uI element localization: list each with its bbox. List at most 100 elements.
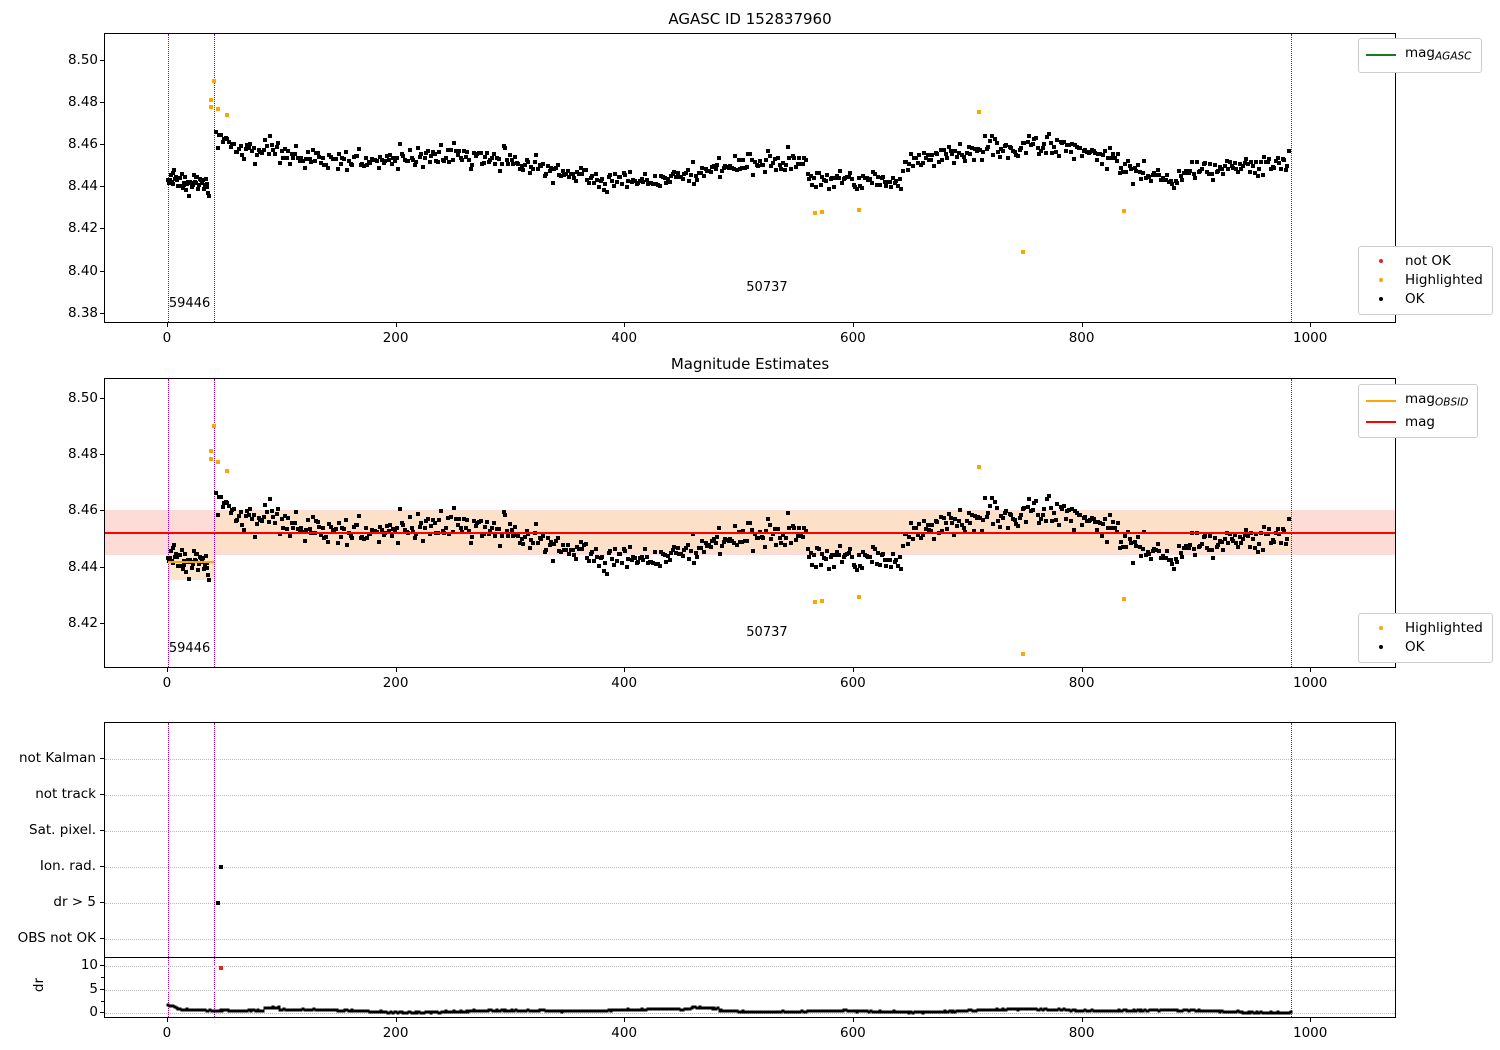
data-point [711,164,716,169]
dr-point [268,1006,272,1010]
data-point [276,141,281,146]
data-point [953,149,958,154]
data-point [644,555,649,560]
data-point [1203,533,1208,538]
dr-point [997,1008,1001,1012]
data-point [1219,166,1224,171]
dr-point [1067,1008,1071,1012]
data-point [227,504,232,509]
data-point [774,542,779,547]
data-point [379,157,384,162]
data-point [669,174,674,179]
data-point [914,526,918,531]
data-point [590,550,595,555]
dr-point [595,1009,599,1013]
data-point [521,542,526,546]
dr-point [496,1009,500,1013]
data-point-highlighted [225,112,230,117]
data-point [817,546,821,551]
flag-gridline [105,795,1395,796]
data-point [542,549,547,554]
data-point [692,181,697,186]
dr-point [280,1008,284,1012]
dr-point [681,1008,685,1012]
legend-entry-mag-agasc: magAGASC [1366,44,1472,67]
data-point [749,528,754,533]
data-point [577,171,582,176]
data-point [966,145,971,149]
dr-point [934,1010,938,1014]
data-point [833,175,838,180]
data-point [287,534,292,539]
data-point [792,526,797,531]
data-point [1043,150,1048,155]
dr-point [495,1008,498,1012]
data-point [450,158,455,163]
dr-point [828,1009,832,1013]
dr-point [1004,1008,1008,1012]
data-point [688,548,693,553]
dr-point [479,1009,483,1013]
data-point [338,534,343,539]
x-tick-mark [852,1018,854,1022]
data-point [628,544,632,549]
dr-point [1115,1009,1119,1013]
data-point [1214,545,1219,550]
data-point [920,160,925,165]
data-point [1129,541,1134,546]
data-point [175,177,180,182]
data-point [1236,544,1241,549]
data-point [787,525,792,530]
data-point [810,183,815,188]
data-point [636,180,641,185]
data-point [384,523,389,528]
dr-point [199,1008,203,1012]
data-point [534,521,539,526]
dr-point [298,1008,302,1012]
dr-point [916,1010,920,1014]
dr-point [1247,1010,1250,1014]
panel1-title: AGASC ID 152837960 [668,10,832,28]
data-point [1060,506,1065,511]
data-point [573,179,578,184]
dr-point [1138,1009,1142,1012]
x-tick-mark [1310,1018,1312,1022]
dr-point [254,1009,258,1013]
data-point [550,180,555,185]
data-point [240,153,245,158]
data-point [458,155,463,160]
data-point [271,514,276,519]
dr-point [1183,1008,1187,1012]
data-point [1050,150,1055,155]
dr-point [424,1010,428,1014]
data-point [1191,547,1196,551]
obsid-label: 59446 [168,296,211,311]
data-point [991,152,996,157]
data-point [807,554,812,559]
obsid-divider-2 [1290,34,1292,322]
data-point [721,539,726,544]
dr-point [751,1010,755,1014]
dr-point [981,1008,985,1012]
dr-point [458,1010,462,1013]
dr-point [480,1009,484,1013]
dr-point [1201,1009,1205,1013]
y-tick-label: 8.42 [67,615,98,631]
data-point [892,559,897,564]
data-point [945,156,950,161]
dr-point [493,1009,497,1013]
y-minor-tick-mark [101,977,104,979]
data-point [365,535,370,540]
dr-point [1268,1011,1272,1014]
data-point [419,152,424,157]
data-point [1019,513,1024,517]
data-point [513,155,517,160]
dr-point [213,1009,217,1013]
y-tick-label: 8.48 [67,446,98,462]
dr-point [1275,1011,1279,1015]
dr-point [217,1009,221,1013]
data-point [721,165,726,170]
data-point [324,535,328,539]
dr-point [918,1010,922,1014]
